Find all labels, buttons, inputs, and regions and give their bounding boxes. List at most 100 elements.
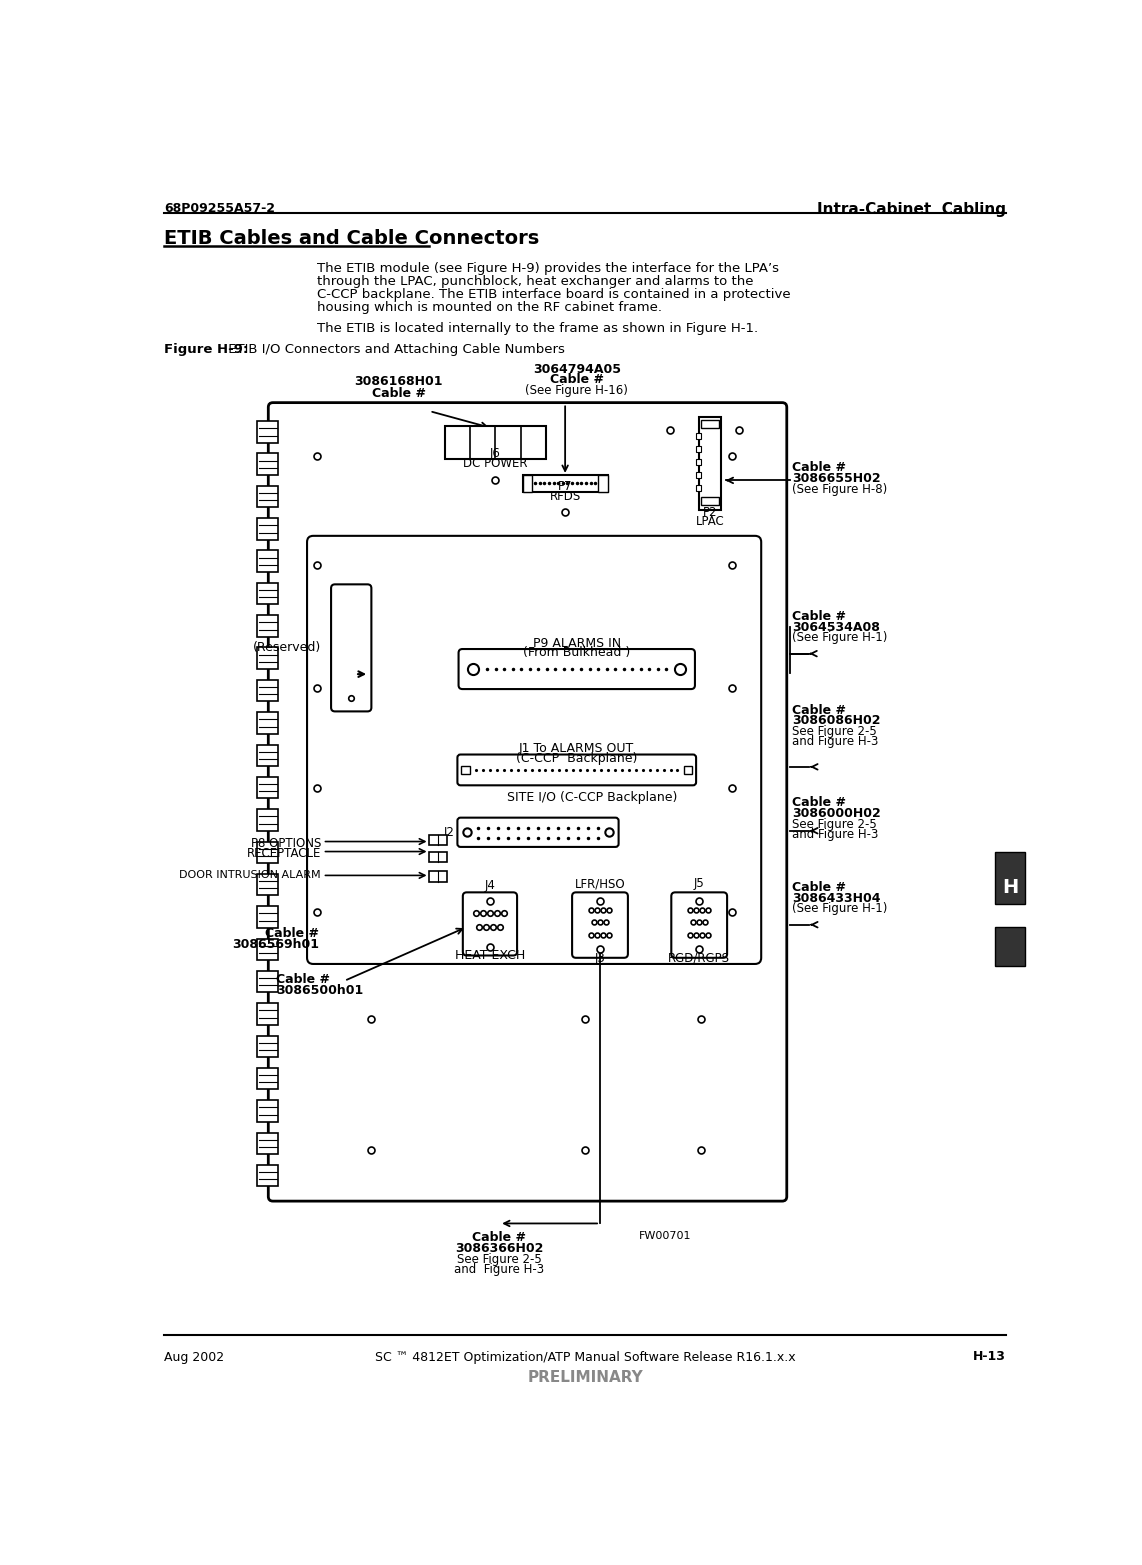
- Text: P2: P2: [702, 505, 717, 520]
- Bar: [257, 1067, 279, 1089]
- Bar: [257, 1164, 279, 1186]
- FancyBboxPatch shape: [458, 817, 619, 847]
- Text: and Figure H-3: and Figure H-3: [793, 828, 878, 840]
- Text: J6: J6: [490, 448, 501, 460]
- FancyBboxPatch shape: [331, 584, 371, 712]
- Bar: [257, 454, 279, 476]
- Text: SITE I/O (C-CCP Backplane): SITE I/O (C-CCP Backplane): [507, 790, 677, 804]
- Text: Cable #: Cable #: [549, 374, 604, 387]
- Text: ETIB Cables and Cable Connectors: ETIB Cables and Cable Connectors: [164, 228, 540, 247]
- Text: Cable #: Cable #: [793, 881, 846, 894]
- Text: See Figure 2-5: See Figure 2-5: [793, 817, 877, 831]
- Text: J3: J3: [595, 952, 605, 964]
- Text: C-CCP backplane. The ETIB interface board is contained in a protective: C-CCP backplane. The ETIB interface boar…: [317, 288, 790, 300]
- Text: P7: P7: [558, 480, 572, 493]
- Bar: [257, 1036, 279, 1056]
- Text: (See Figure H-16): (See Figure H-16): [525, 385, 628, 398]
- Text: Cable #: Cable #: [793, 610, 846, 623]
- Text: 3086000H02: 3086000H02: [793, 808, 880, 820]
- Text: RECEPTACLE: RECEPTACLE: [247, 847, 321, 859]
- Text: 3086655H02: 3086655H02: [793, 473, 880, 485]
- Text: 3086168H01: 3086168H01: [354, 376, 443, 388]
- Text: Figure H-9:: Figure H-9:: [164, 343, 249, 357]
- Text: Cable #: Cable #: [793, 462, 846, 474]
- Text: DC POWER: DC POWER: [464, 457, 528, 470]
- Text: (See Figure H-8): (See Figure H-8): [793, 482, 887, 496]
- Bar: [257, 1003, 279, 1025]
- Text: Cable #: Cable #: [276, 973, 330, 986]
- Text: 3064534A08: 3064534A08: [793, 621, 880, 634]
- Text: (From Bulkhead ): (From Bulkhead ): [523, 646, 630, 659]
- Text: 3086086H02: 3086086H02: [793, 715, 880, 728]
- Bar: [461, 765, 469, 775]
- Text: Cable #: Cable #: [371, 387, 426, 401]
- Text: through the LPAC, punchblock, heat exchanger and alarms to the: through the LPAC, punchblock, heat excha…: [317, 275, 754, 288]
- Text: J4: J4: [484, 878, 496, 892]
- Bar: [257, 939, 279, 959]
- Bar: [701, 498, 719, 505]
- Text: The ETIB is located internally to the frame as shown in Figure H-1.: The ETIB is located internally to the fr…: [317, 322, 758, 335]
- Text: and Figure H-3: and Figure H-3: [793, 736, 878, 748]
- Bar: [429, 870, 447, 881]
- Bar: [257, 776, 279, 798]
- Bar: [257, 809, 279, 831]
- Bar: [699, 418, 721, 510]
- Text: H: H: [1002, 878, 1019, 897]
- Text: LFR/HSO: LFR/HSO: [574, 876, 626, 890]
- Bar: [257, 1100, 279, 1122]
- Bar: [697, 459, 701, 465]
- Text: See Figure 2-5: See Figure 2-5: [793, 725, 877, 739]
- FancyBboxPatch shape: [671, 892, 727, 958]
- Text: 68P09255A57-2: 68P09255A57-2: [164, 202, 275, 214]
- Text: 3086433H04: 3086433H04: [793, 892, 880, 905]
- Bar: [995, 851, 1024, 905]
- Bar: [684, 765, 692, 775]
- FancyBboxPatch shape: [459, 649, 695, 689]
- Text: P8 OPTIONS: P8 OPTIONS: [250, 837, 321, 850]
- Text: (Reserved): (Reserved): [252, 642, 321, 654]
- FancyBboxPatch shape: [458, 754, 697, 786]
- Bar: [257, 518, 279, 540]
- Bar: [445, 427, 546, 459]
- Bar: [257, 712, 279, 734]
- Text: 3086500h01: 3086500h01: [276, 984, 363, 997]
- FancyBboxPatch shape: [307, 535, 762, 964]
- Bar: [257, 648, 279, 670]
- Bar: [257, 906, 279, 928]
- FancyBboxPatch shape: [572, 892, 628, 958]
- Text: LPAC: LPAC: [695, 515, 724, 527]
- Bar: [257, 615, 279, 637]
- Text: DOOR INTRUSION ALARM: DOOR INTRUSION ALARM: [179, 870, 321, 881]
- Text: The ETIB module (see Figure H-9) provides the interface for the LPA’s: The ETIB module (see Figure H-9) provide…: [317, 261, 779, 275]
- Text: (See Figure H-1): (See Figure H-1): [793, 903, 887, 916]
- Text: Cable #: Cable #: [793, 704, 846, 717]
- Text: J5: J5: [694, 876, 705, 890]
- Text: H-13: H-13: [973, 1351, 1006, 1363]
- Bar: [523, 476, 532, 491]
- Bar: [701, 421, 719, 429]
- Bar: [429, 851, 447, 862]
- Text: Cable #: Cable #: [793, 797, 846, 809]
- Text: RFDS: RFDS: [549, 490, 581, 502]
- Text: SC ™ 4812ET Optimization/ATP Manual Software Release R16.1.x.x: SC ™ 4812ET Optimization/ATP Manual Soft…: [375, 1351, 796, 1363]
- Text: J1 To ALARMS OUT: J1 To ALARMS OUT: [520, 742, 634, 754]
- Text: P9 ALARMS IN: P9 ALARMS IN: [532, 637, 621, 649]
- FancyBboxPatch shape: [463, 892, 517, 956]
- Text: 3064794A05: 3064794A05: [533, 363, 621, 376]
- Bar: [523, 476, 608, 491]
- Bar: [697, 485, 701, 491]
- Text: See Figure 2-5: See Figure 2-5: [457, 1252, 541, 1266]
- Text: Intra-Cabinet  Cabling: Intra-Cabinet Cabling: [817, 202, 1006, 216]
- Bar: [257, 745, 279, 767]
- Bar: [257, 485, 279, 507]
- Text: J2: J2: [443, 826, 455, 839]
- Bar: [429, 834, 447, 845]
- Bar: [995, 926, 1024, 966]
- Bar: [257, 551, 279, 573]
- Bar: [697, 446, 701, 452]
- Bar: [257, 873, 279, 895]
- Text: RGD/RGPS: RGD/RGPS: [668, 952, 730, 964]
- Text: PRELIMINARY: PRELIMINARY: [528, 1369, 643, 1385]
- Bar: [598, 476, 608, 491]
- Text: and  Figure H-3: and Figure H-3: [455, 1263, 545, 1277]
